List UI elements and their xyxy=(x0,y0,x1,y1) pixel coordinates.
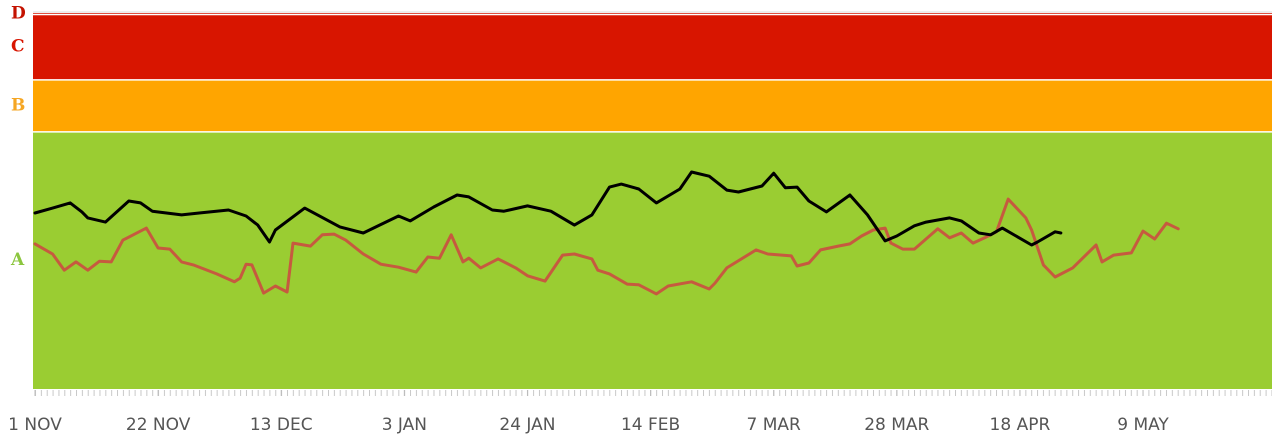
minor-ticks xyxy=(33,390,1272,396)
band-label: C xyxy=(11,37,25,57)
series-line xyxy=(33,170,1063,247)
x-tick-label: 22 NOV xyxy=(126,415,191,435)
x-tick-label: 7 MAR xyxy=(747,415,802,435)
x-tick-label: 1 NOV xyxy=(8,415,62,435)
x-tick-label: 3 JAN xyxy=(382,415,427,435)
x-tick-label: 9 MAY xyxy=(1117,415,1169,435)
x-tick-label: 14 FEB xyxy=(621,415,680,435)
x-tick-label: 13 DEC xyxy=(250,415,313,435)
band xyxy=(33,131,1272,390)
band-label: A xyxy=(10,250,25,270)
x-tick-label: 18 APR xyxy=(990,415,1051,435)
band-label: B xyxy=(11,95,25,115)
band xyxy=(33,13,1272,15)
band xyxy=(33,14,1272,80)
x-tick-label: 24 JAN xyxy=(499,415,555,435)
x-tick-label: 28 MAR xyxy=(864,415,929,435)
band-label: D xyxy=(11,3,26,23)
band xyxy=(33,79,1272,132)
